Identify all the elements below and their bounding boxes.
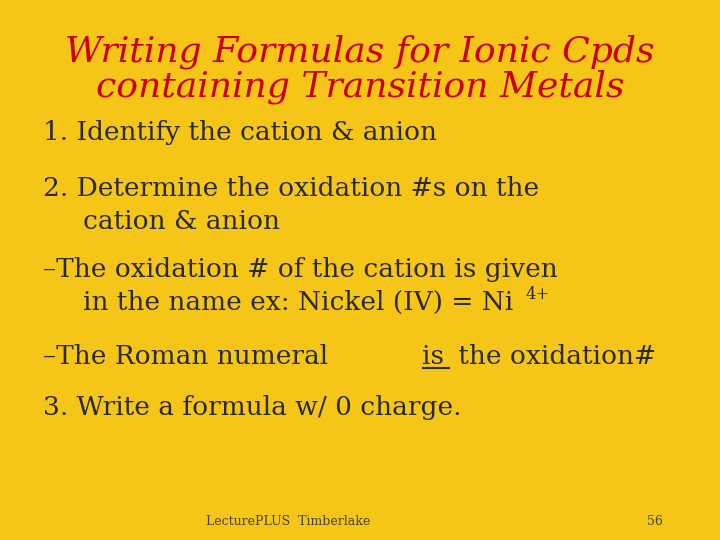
Text: 3. Write a formula w/ 0 charge.: 3. Write a formula w/ 0 charge. [43, 395, 462, 420]
Text: 56: 56 [647, 515, 663, 528]
Text: containing Transition Metals: containing Transition Metals [96, 69, 624, 104]
Text: –The oxidation # of the cation is given: –The oxidation # of the cation is given [43, 258, 558, 282]
Text: LecturePLUS  Timberlake: LecturePLUS Timberlake [206, 515, 370, 528]
Text: Writing Formulas for Ionic Cpds: Writing Formulas for Ionic Cpds [66, 34, 654, 69]
Text: is: is [422, 344, 444, 369]
Text: cation & anion: cation & anion [83, 209, 280, 234]
Text: 1. Identify the cation & anion: 1. Identify the cation & anion [43, 120, 437, 145]
Text: –The Roman numeral: –The Roman numeral [43, 344, 337, 369]
Text: 4+: 4+ [526, 286, 550, 303]
Text: in the name ex: Nickel (IV) = Ni: in the name ex: Nickel (IV) = Ni [83, 290, 513, 315]
Text: the oxidation#: the oxidation# [450, 344, 657, 369]
Text: 2. Determine the oxidation #s on the: 2. Determine the oxidation #s on the [43, 177, 539, 201]
